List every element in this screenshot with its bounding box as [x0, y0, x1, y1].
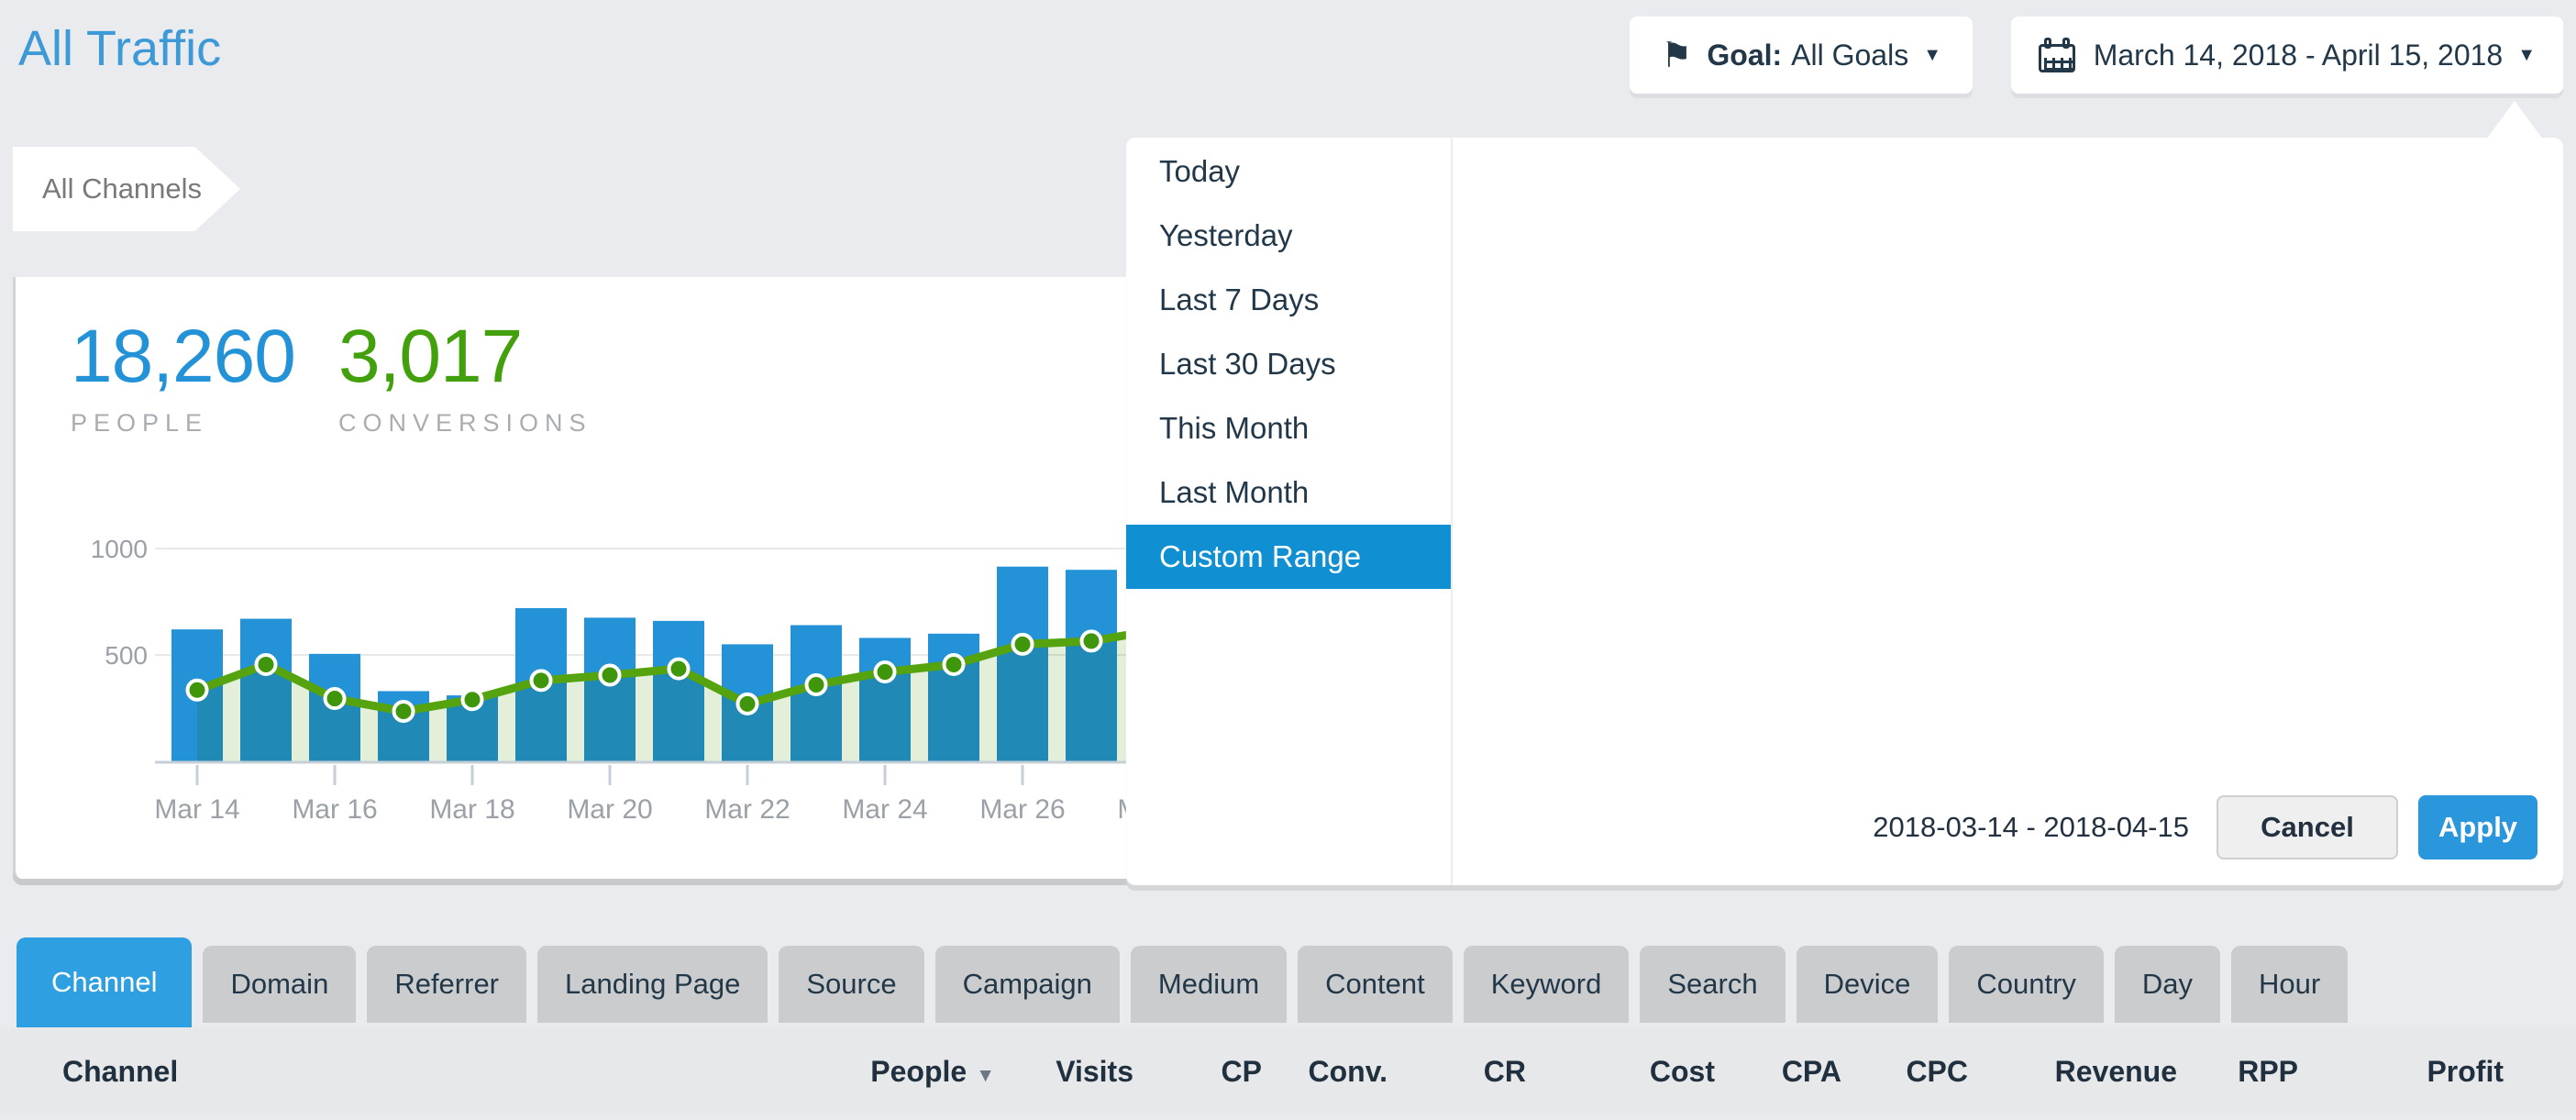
preset-this-month[interactable]: This Month	[1159, 411, 1310, 445]
people-stat: 18,260 PEOPLE	[71, 314, 296, 438]
date-picker-footer: 2018-03-14 - 2018-04-15 Cancel Apply	[1873, 795, 2537, 859]
selected-range-text: 2018-03-14 - 2018-04-15	[1873, 811, 2189, 843]
goal-dropdown-button[interactable]: ⚑ Goal: All Goals ▼	[1630, 17, 1973, 94]
breadcrumb-all-channels[interactable]: All Channels	[13, 147, 240, 231]
y-axis-tick-label: 1000	[91, 535, 148, 563]
conversions-label: CONVERSIONS	[338, 409, 592, 437]
column-header-revenue[interactable]: Revenue	[2054, 1055, 2177, 1088]
line-marker-mar-15	[254, 652, 278, 676]
people-value: 18,260	[71, 315, 296, 398]
line-marker-mar-16	[323, 687, 347, 711]
x-axis-tick-label: Mar 22	[704, 794, 790, 825]
line-marker-mar-17	[392, 699, 415, 723]
table-header-row: Channel People ▼ Visits CP Conv. CR Cost CPA CPC R…	[0, 1027, 2576, 1115]
column-header-cp[interactable]: CP	[1221, 1055, 1262, 1088]
date-range-button[interactable]: March 14, 2018 - April 15, 2018 ▼	[2010, 17, 2563, 94]
line-marker-mar-25	[942, 652, 966, 676]
tab-channel[interactable]: Channel	[17, 937, 193, 1027]
line-marker-mar-26	[1011, 632, 1034, 656]
tab-domain[interactable]: Domain	[203, 946, 357, 1023]
preset-last-30-days[interactable]: Last 30 Days	[1159, 347, 1336, 381]
traffic-bar-line-chart: 500 1000 Mar 14 Mar 16 Mar 18 Mar 20 Mar 22 Mar…	[91, 535, 1191, 825]
tab-day[interactable]: Day	[2114, 946, 2221, 1023]
tab-hour[interactable]: Hour	[2231, 946, 2349, 1023]
x-axis-tick-label: Mar 20	[567, 794, 652, 825]
tab-medium[interactable]: Medium	[1130, 946, 1288, 1023]
chevron-down-icon: ▼	[2517, 44, 2536, 65]
conversions-value: 3,017	[338, 315, 523, 398]
report-tabs: Channel Domain Referrer Landing Page Source C…	[17, 937, 2349, 1027]
x-axis-tick-label: Mar 16	[292, 794, 377, 825]
people-label: PEOPLE	[71, 409, 209, 437]
column-header-cpa[interactable]: CPA	[1781, 1055, 1841, 1088]
tab-content[interactable]: Content	[1298, 946, 1453, 1023]
goal-value: All Goals	[1791, 38, 1909, 72]
tab-campaign[interactable]: Campaign	[934, 946, 1120, 1023]
tab-search[interactable]: Search	[1640, 946, 1786, 1023]
menu-calendar-divider	[1451, 138, 1453, 885]
column-header-profit[interactable]: Profit	[2427, 1055, 2504, 1088]
line-marker-mar-18	[460, 688, 484, 712]
date-preset-menu: Today Yesterday Last 7 Days Last 30 Days Thi…	[1126, 139, 1451, 589]
preset-yesterday[interactable]: Yesterday	[1159, 218, 1293, 252]
conversions-stat: 3,017 CONVERSIONS	[338, 314, 592, 438]
cancel-button[interactable]: Cancel	[2217, 795, 2398, 859]
line-marker-mar-27	[1079, 629, 1103, 653]
column-header-rpp[interactable]: RPP	[2238, 1055, 2298, 1088]
tab-landing-page[interactable]: Landing Page	[537, 946, 768, 1023]
preset-today[interactable]: Today	[1159, 154, 1241, 188]
line-marker-mar-23	[804, 672, 828, 696]
x-axis-tick-label: Mar 14	[154, 794, 239, 825]
date-range-label: March 14, 2018 - April 15, 2018	[2093, 38, 2504, 72]
preset-last-7-days[interactable]: Last 7 Days	[1159, 283, 1320, 316]
tab-country[interactable]: Country	[1949, 946, 2104, 1023]
tab-keyword[interactable]: Keyword	[1463, 946, 1630, 1023]
tab-device[interactable]: Device	[1796, 946, 1939, 1023]
apply-button[interactable]: Apply	[2418, 795, 2537, 859]
line-marker-mar-24	[873, 660, 897, 684]
x-axis-tick-label: Mar 26	[979, 794, 1065, 825]
x-axis-tick-label: Mar 18	[429, 794, 514, 825]
line-marker-mar-19	[529, 669, 553, 693]
page-title: All Traffic	[18, 21, 222, 76]
conversions-area	[197, 629, 1160, 761]
line-marker-mar-22	[735, 692, 759, 715]
column-header-visits[interactable]: Visits	[1056, 1055, 1133, 1088]
chevron-down-icon: ▼	[1923, 44, 1941, 65]
sort-caret-icon: ▼	[976, 1065, 995, 1086]
line-marker-mar-14	[185, 678, 209, 702]
y-axis-tick-label: 500	[105, 641, 148, 670]
column-header-channel[interactable]: Channel	[62, 1055, 179, 1088]
line-marker-mar-21	[667, 657, 691, 681]
column-header-cr[interactable]: CR	[1483, 1055, 1526, 1088]
line-marker-mar-20	[598, 663, 622, 687]
column-header-cpc[interactable]: CPC	[1906, 1055, 1968, 1088]
tab-source[interactable]: Source	[779, 946, 924, 1023]
tab-referrer[interactable]: Referrer	[367, 946, 527, 1023]
breadcrumb-label: All Channels	[42, 172, 203, 205]
flag-icon: ⚑	[1661, 36, 1693, 75]
goal-label: Goal:	[1707, 38, 1783, 72]
column-header-conv[interactable]: Conv.	[1308, 1055, 1388, 1088]
x-axis-tick-label: Mar 24	[842, 794, 927, 825]
preset-last-month[interactable]: Last Month	[1159, 475, 1310, 509]
panel-pointer-notch	[2486, 101, 2543, 139]
column-header-people[interactable]: People ▼	[870, 1055, 995, 1088]
column-header-cost[interactable]: Cost	[1649, 1055, 1715, 1088]
calendar-icon	[2038, 38, 2075, 72]
preset-custom-range[interactable]: Custom Range	[1126, 525, 1451, 589]
date-picker-panel: Today Yesterday Last 7 Days Last 30 Days Thi…	[1126, 138, 2563, 885]
